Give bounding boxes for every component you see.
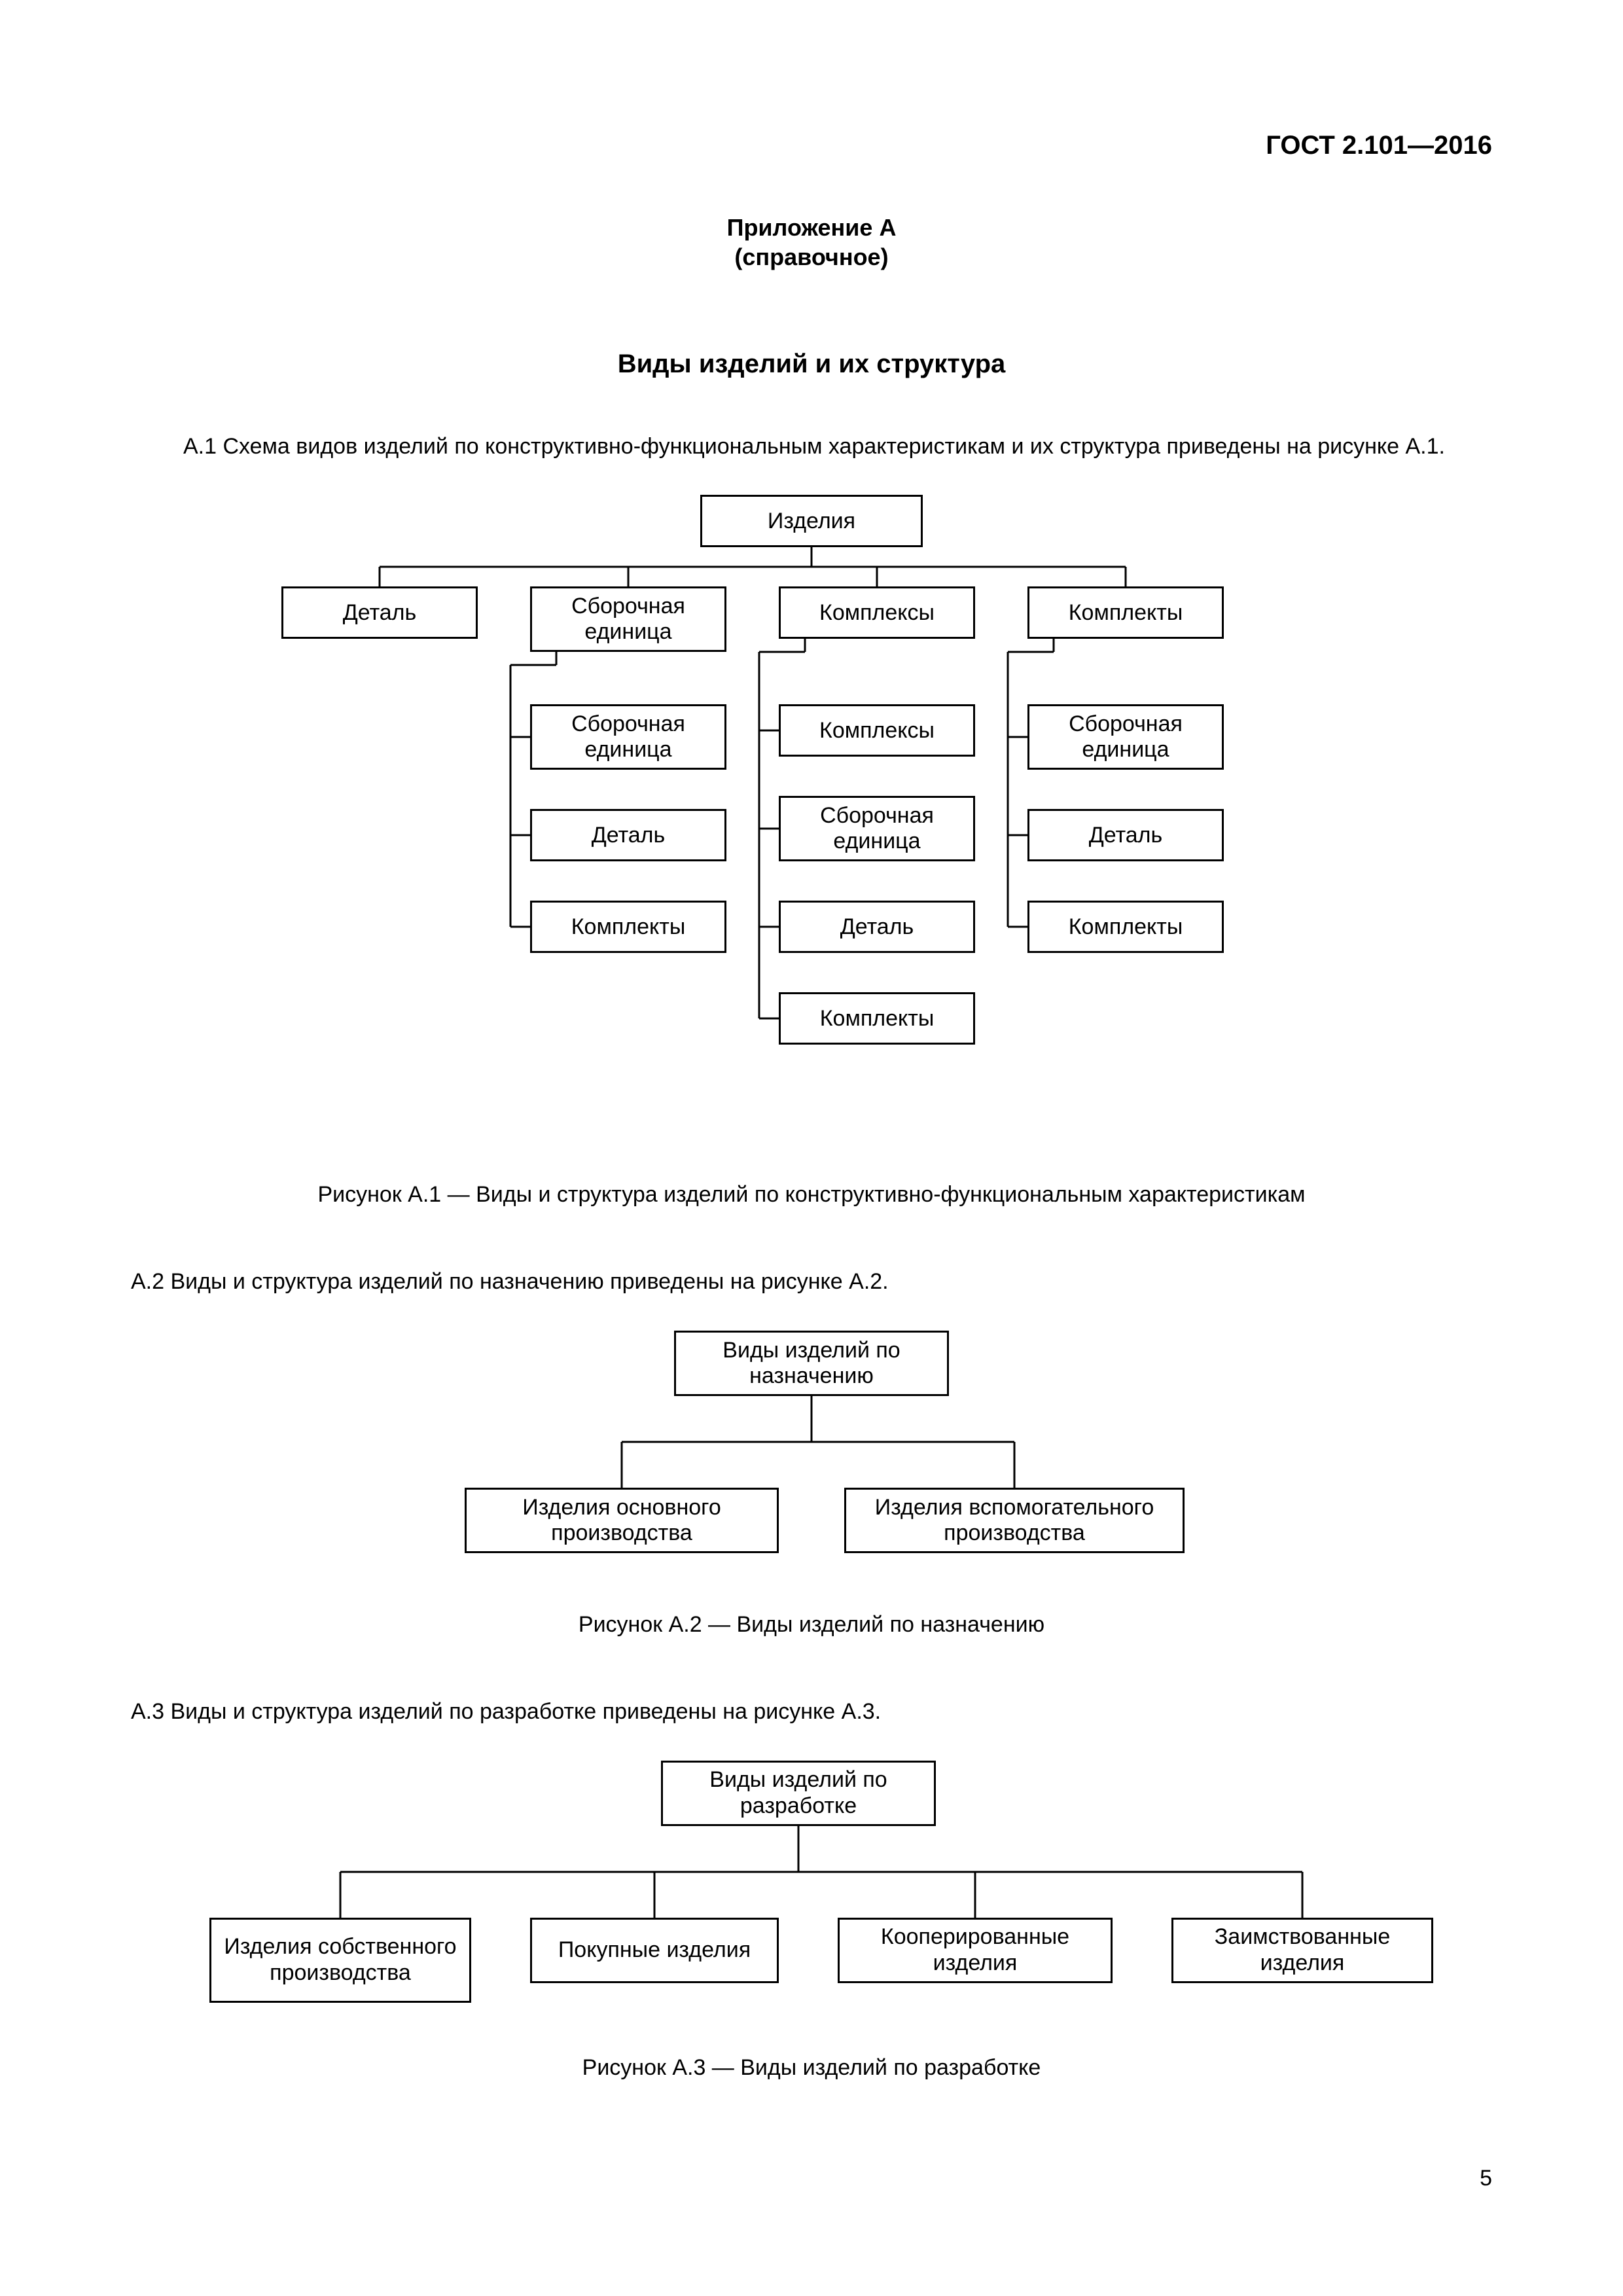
appendix-subtitle: (справочное) xyxy=(131,243,1492,271)
section-title: Виды изделий и их структура xyxy=(131,350,1492,379)
figure-a3-caption: Рисунок А.3 — Виды изделий по разработке xyxy=(131,2055,1492,2081)
figure-a1: ИзделияДетальСборочная единицаКомплексыК… xyxy=(255,495,1368,1149)
paragraph-a2: А.2 Виды и структура изделий по назначен… xyxy=(131,1266,1492,1298)
figure-a2: Виды изделий по назначениюИзделия основн… xyxy=(386,1331,1237,1579)
figure-a3: Виды изделий по разработкеИзделия собств… xyxy=(190,1761,1433,2022)
appendix-title: Приложение А xyxy=(131,213,1492,243)
paragraph-a1: А.1 Схема видов изделий по конструктивно… xyxy=(131,431,1492,463)
paragraph-a3: А.3 Виды и структура изделий по разработ… xyxy=(131,1696,1492,1728)
page-number: 5 xyxy=(1480,2166,1492,2191)
figure-a2-caption: Рисунок А.2 — Виды изделий по назначению xyxy=(131,1612,1492,1638)
figure-a1-caption: Рисунок А.1 — Виды и структура изделий п… xyxy=(131,1182,1492,1208)
page-content: ГОСТ 2.101—2016 Приложение А (справочное… xyxy=(131,131,1492,2140)
doc-header: ГОСТ 2.101—2016 xyxy=(131,131,1492,160)
